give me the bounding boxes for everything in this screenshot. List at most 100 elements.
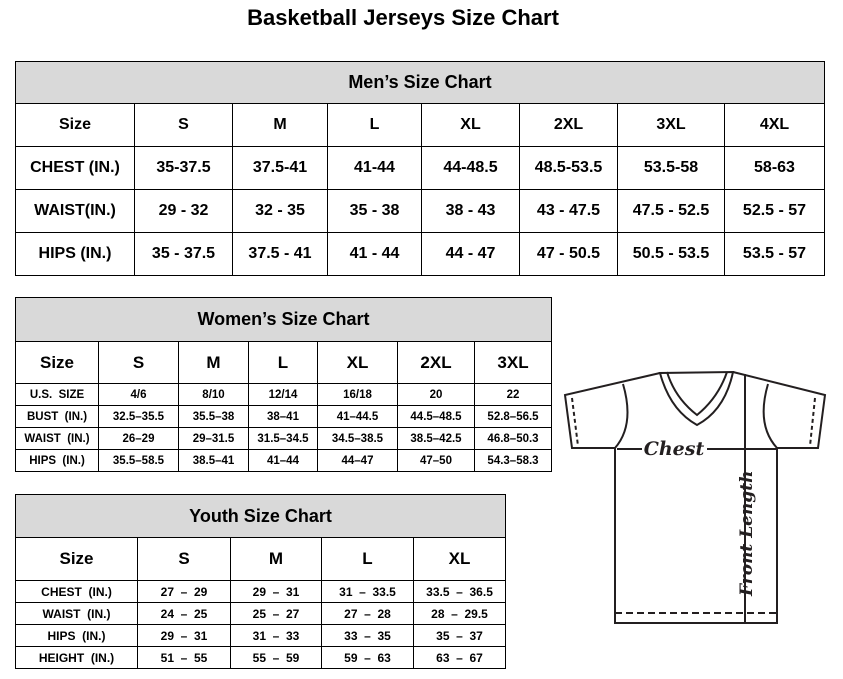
table-cell: 2XL [519, 103, 618, 147]
table-cell: 31 – 33.5 [321, 580, 414, 603]
table-cell: 44-48.5 [421, 146, 520, 190]
table-cell: L [327, 103, 422, 147]
table-cell: 44 - 47 [421, 232, 520, 276]
table-cell: 29 – 31 [230, 580, 322, 603]
table-cell: 34.5–38.5 [317, 427, 398, 450]
table-row: CHEST (IN.) 35-37.5 37.5-41 41-44 44-48.5 48.… [15, 146, 825, 190]
table-cell: 29–31.5 [178, 427, 249, 450]
table-cell: 41-44 [327, 146, 422, 190]
table-cell: M [178, 341, 249, 384]
table-cell: 31.5–34.5 [248, 427, 318, 450]
table-cell: 37.5 - 41 [232, 232, 328, 276]
table-row: HEIGHT (IN.) 51 – 55 55 – 59 59 – 63 63 – 67 [15, 646, 507, 669]
row-label: HEIGHT (IN.) [15, 646, 138, 669]
chest-label: Chest [644, 438, 705, 460]
table-cell: 24 – 25 [137, 602, 231, 625]
table-cell: 46.8–50.3 [473, 427, 553, 450]
table-cell: 41–44.5 [317, 405, 398, 428]
row-label: Size [15, 103, 135, 147]
table-cell: 4XL [724, 103, 825, 147]
table-cell: XL [412, 537, 507, 581]
header-row: Size S M L XL [15, 537, 507, 581]
table-row: HIPS (IN.) 35 - 37.5 37.5 - 41 41 - 44 44 - … [15, 232, 825, 276]
table-cell: 33 – 35 [321, 624, 414, 647]
table-cell: 20 [397, 383, 475, 406]
womens-size-table: Women’s Size Chart Size S M L XL 2XL 3XL U.S. S… [14, 297, 553, 472]
table-cell: 59 – 63 [321, 646, 414, 669]
table-cell: 3XL [617, 103, 725, 147]
page-title: Basketball Jerseys Size Chart [247, 5, 559, 30]
table-cell: 16/18 [317, 383, 398, 406]
row-label: CHEST (IN.) [15, 146, 135, 190]
front-length-label: Front Length [737, 471, 757, 597]
table-cell: 29 – 31 [137, 624, 231, 647]
table-cell: 35.5–38 [178, 405, 249, 428]
table-cell: 53.5 - 57 [724, 232, 825, 276]
table-cell: 47.5 - 52.5 [617, 189, 725, 233]
header-row: Size S M L XL 2XL 3XL [15, 341, 553, 384]
table-cell: 25 – 27 [230, 602, 322, 625]
row-label: WAIST (IN.) [15, 602, 138, 625]
table-cell: 8/10 [178, 383, 249, 406]
row-label: WAIST (IN.) [15, 427, 99, 450]
table-cell: 22 [473, 383, 553, 406]
table-cell: 27 – 28 [321, 602, 414, 625]
youth-size-table: Youth Size Chart Size S M L XL CHEST (IN.) 27 … [14, 494, 507, 669]
table-cell: XL [317, 341, 398, 384]
table-row: WAIST (IN.) 26–29 29–31.5 31.5–34.5 34.5–38.… [15, 427, 553, 450]
row-label: WAIST(IN.) [15, 189, 135, 233]
row-label: U.S. SIZE [15, 383, 99, 406]
table-cell: S [137, 537, 231, 581]
row-label: CHEST (IN.) [15, 580, 138, 603]
table-row: BUST (IN.) 32.5–35.5 35.5–38 38–41 41–44.5 44… [15, 405, 553, 428]
table-row: CHEST (IN.) 27 – 29 29 – 31 31 – 33.5 33.5 –… [15, 580, 507, 603]
table-cell: S [134, 103, 233, 147]
table-cell: 58-63 [724, 146, 825, 190]
table-cell: 63 – 67 [412, 646, 507, 669]
table-cell: 2XL [397, 341, 475, 384]
table-cell: 44–47 [317, 449, 398, 472]
mens-table-title: Men’s Size Chart [15, 61, 825, 104]
womens-table-title: Women’s Size Chart [14, 297, 553, 342]
table-cell: 33.5 – 36.5 [412, 580, 507, 603]
table-cell: 37.5-41 [232, 146, 328, 190]
table-cell: 3XL [473, 341, 553, 384]
row-label: BUST (IN.) [15, 405, 99, 428]
table-cell: S [98, 341, 179, 384]
row-label: Size [15, 537, 138, 581]
table-cell: M [232, 103, 328, 147]
table-cell: 52.8–56.5 [473, 405, 553, 428]
table-cell: 44.5–48.5 [397, 405, 475, 428]
table-cell: 27 – 29 [137, 580, 231, 603]
table-cell: 51 – 55 [137, 646, 231, 669]
table-cell: 38–41 [248, 405, 318, 428]
youth-table-title: Youth Size Chart [14, 494, 507, 538]
table-row: WAIST (IN.) 24 – 25 25 – 27 27 – 28 28 – 29.… [15, 602, 507, 625]
table-cell: 38.5–42.5 [397, 427, 475, 450]
table-cell: M [230, 537, 322, 581]
table-row: U.S. SIZE 4/6 8/10 12/14 16/18 20 22 [15, 383, 553, 406]
table-cell: 35 – 37 [412, 624, 507, 647]
table-cell: 41–44 [248, 449, 318, 472]
table-cell: 48.5-53.5 [519, 146, 618, 190]
table-cell: 29 - 32 [134, 189, 233, 233]
table-cell: L [248, 341, 318, 384]
table-cell: 55 – 59 [230, 646, 322, 669]
table-cell: 35-37.5 [134, 146, 233, 190]
table-cell: 32.5–35.5 [98, 405, 179, 428]
table-cell: XL [421, 103, 520, 147]
header-row: Size S M L XL 2XL 3XL 4XL [15, 103, 825, 147]
table-cell: 54.3–58.3 [473, 449, 553, 472]
table-cell: 26–29 [98, 427, 179, 450]
table-cell: 52.5 - 57 [724, 189, 825, 233]
table-cell: 53.5-58 [617, 146, 725, 190]
table-cell: L [321, 537, 414, 581]
table-cell: 35.5–58.5 [98, 449, 179, 472]
tshirt-diagram: Chest Front Length [563, 370, 827, 624]
table-cell: 32 - 35 [232, 189, 328, 233]
table-cell: 50.5 - 53.5 [617, 232, 725, 276]
table-cell: 47 - 50.5 [519, 232, 618, 276]
table-cell: 47–50 [397, 449, 475, 472]
table-row: HIPS (IN.) 29 – 31 31 – 33 33 – 35 35 – 37 [15, 624, 507, 647]
table-cell: 38 - 43 [421, 189, 520, 233]
